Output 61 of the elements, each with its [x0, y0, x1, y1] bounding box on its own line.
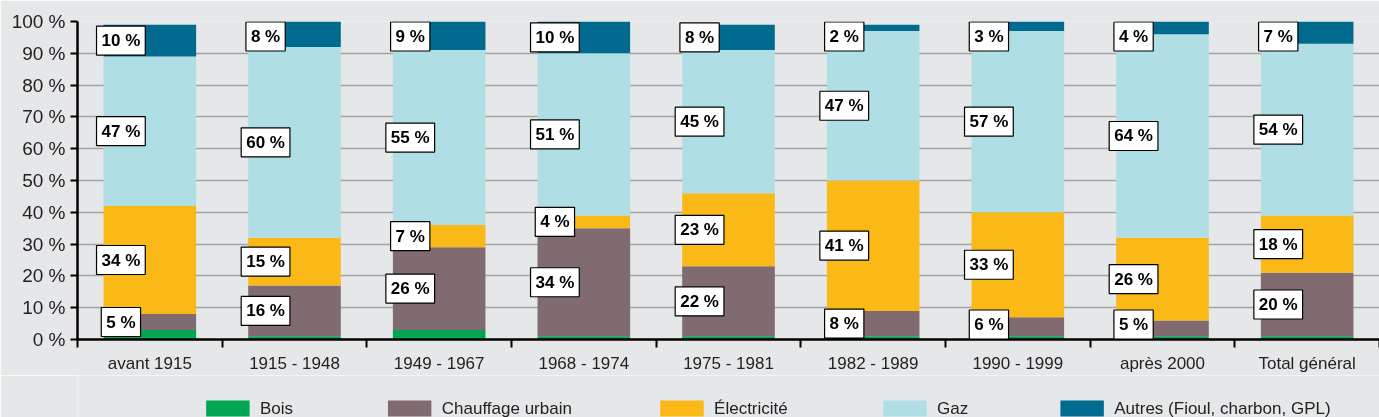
data-label: 34 % — [101, 250, 141, 270]
data-label: 26 % — [390, 279, 430, 299]
data-label: 34 % — [535, 272, 575, 292]
data-label: 64 % — [1114, 126, 1153, 146]
data-label: 10 % — [535, 27, 575, 47]
legend-label: Gaz — [937, 399, 969, 417]
y-tick-label: 50 % — [22, 170, 66, 191]
data-label: 7 % — [395, 226, 425, 246]
data-label: 2 % — [829, 27, 859, 46]
y-tick-label: 60 % — [22, 138, 66, 160]
data-label: 20 % — [1258, 295, 1298, 315]
data-label: 33 % — [969, 255, 1009, 275]
x-tick-label: 1968 - 1974 — [538, 353, 630, 373]
x-tick-label: 1949 - 1967 — [393, 353, 485, 373]
x-tick-label: 1982 - 1989 — [827, 353, 919, 373]
x-tick-label: 1990 - 1999 — [972, 353, 1064, 373]
y-tick-label: 80 % — [22, 74, 66, 96]
x-tick-label: 1975 - 1981 — [683, 353, 774, 373]
y-tick-label: 0 % — [32, 329, 66, 350]
y-tick-label: 40 % — [22, 201, 66, 223]
data-label: 41 % — [824, 236, 864, 256]
x-tick-label: après 2000 — [1119, 353, 1206, 373]
data-label: 5 % — [106, 312, 136, 332]
data-label: 47 % — [824, 96, 864, 116]
y-tick-label: 10 % — [22, 297, 66, 319]
data-label: 7 % — [1263, 27, 1293, 46]
y-tick-label: 70 % — [22, 106, 66, 128]
data-label: 54 % — [1258, 120, 1298, 140]
data-label: 45 % — [680, 112, 719, 132]
data-label: 3 % — [974, 27, 1004, 46]
legend-label: Électricité — [714, 399, 788, 417]
x-tick-label: 1915 - 1948 — [249, 353, 340, 373]
data-label: 4 % — [540, 212, 570, 232]
data-label: 5 % — [1118, 315, 1149, 334]
data-label: 6 % — [974, 315, 1004, 334]
data-label: 23 % — [680, 220, 719, 240]
data-label: 26 % — [1114, 269, 1153, 289]
data-label: 15 % — [246, 252, 285, 272]
y-tick-label: 30 % — [22, 233, 66, 255]
legend-label: Chauffage urbain — [441, 399, 572, 417]
legend-label: Autres (Fioul, charbon, GPL) — [1114, 399, 1331, 417]
data-label: 57 % — [969, 112, 1009, 132]
y-tick-label: 90 % — [22, 42, 66, 64]
data-label: 18 % — [1258, 234, 1298, 254]
data-label: 8 % — [684, 27, 715, 47]
y-tick-label: 100 % — [11, 11, 66, 32]
data-label: 4 % — [1118, 27, 1149, 46]
x-tick-label: Total général — [1258, 353, 1356, 373]
data-label: 55 % — [390, 128, 430, 148]
data-label: 10 % — [101, 31, 141, 51]
data-label: 8 % — [250, 27, 281, 46]
data-label: 9 % — [395, 27, 425, 46]
y-tick-label: 20 % — [22, 265, 66, 287]
data-label: 60 % — [246, 132, 285, 152]
data-label: 22 % — [680, 291, 719, 311]
data-label: 51 % — [535, 124, 575, 144]
legend-label: Bois — [259, 399, 294, 417]
data-label: 16 % — [246, 301, 285, 321]
x-tick-label: avant 1915 — [107, 353, 192, 373]
data-label: 8 % — [829, 314, 859, 334]
data-label: 47 % — [101, 121, 141, 141]
